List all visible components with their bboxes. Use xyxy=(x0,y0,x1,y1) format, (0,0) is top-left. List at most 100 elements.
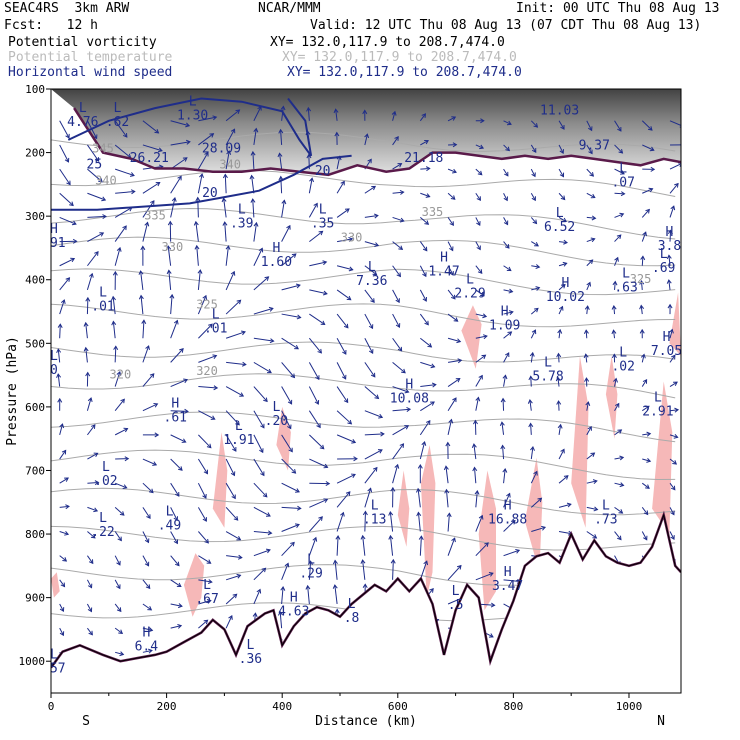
wind-vector-head xyxy=(194,244,200,250)
wind-vector xyxy=(475,334,488,340)
wind-vector-head xyxy=(646,458,652,463)
wind-vector-head xyxy=(418,535,424,540)
wind-vector-shaft xyxy=(614,120,622,132)
wind-vector xyxy=(447,537,456,556)
wind-vector xyxy=(59,168,71,186)
wind-vector-shaft xyxy=(475,542,489,557)
wind-vector-shaft xyxy=(585,330,588,339)
extremum-marker: L.22 xyxy=(91,511,114,540)
wind-vector-head xyxy=(88,630,93,636)
wind-vector xyxy=(555,376,561,387)
wind-vector-shaft xyxy=(558,475,569,484)
wind-vector-head xyxy=(484,542,489,547)
wind-vector-head xyxy=(98,177,103,183)
wind-vector-head xyxy=(169,293,175,299)
extremum-marker: H10.02 xyxy=(546,276,585,305)
wind-vector xyxy=(142,221,150,242)
wind-vector-shaft xyxy=(170,294,173,315)
wind-vector-shaft xyxy=(445,466,449,484)
wind-vector-shaft xyxy=(86,579,92,588)
wind-vector xyxy=(364,185,377,194)
wind-vector-shaft xyxy=(253,361,272,374)
pv-fill-region xyxy=(669,292,681,356)
wind-vector-head xyxy=(528,375,534,381)
wind-vector-shaft xyxy=(225,331,246,339)
wind-vector xyxy=(472,466,478,484)
wind-vector xyxy=(114,246,122,266)
wind-vector-shaft xyxy=(59,627,64,636)
wind-vector-head xyxy=(144,561,150,567)
wind-vector xyxy=(392,425,410,436)
wind-vector-head xyxy=(449,246,454,252)
wind-vector-head xyxy=(425,193,431,198)
wind-vector xyxy=(170,458,183,471)
wind-vector-head xyxy=(476,196,481,202)
wind-vector-shaft xyxy=(170,320,178,339)
wind-vector-head xyxy=(424,320,429,326)
wind-vector xyxy=(614,482,625,488)
wind-vector xyxy=(225,573,242,581)
wind-vector-head xyxy=(508,310,514,316)
wind-vector xyxy=(225,245,231,266)
wind-vector-shaft xyxy=(669,409,679,412)
legend-theta-label: Potential temperature xyxy=(8,50,173,65)
wind-vector-head xyxy=(314,400,320,405)
extremum-type: L xyxy=(660,247,668,262)
wind-vector-shaft xyxy=(558,192,566,200)
wind-vector-head xyxy=(231,494,236,500)
wind-vector-head xyxy=(332,584,338,589)
theta-contour xyxy=(51,411,676,443)
wind-vector-shaft xyxy=(614,168,625,175)
wind-vector xyxy=(641,378,648,387)
wind-vector xyxy=(59,238,78,244)
wind-vector xyxy=(364,265,378,276)
wind-vector xyxy=(471,443,477,460)
wind-vector-head xyxy=(154,128,160,134)
wind-vector-head xyxy=(290,541,295,547)
wind-vector-shaft xyxy=(336,512,344,532)
wind-vector xyxy=(198,555,212,564)
wind-vector xyxy=(250,198,256,218)
wind-vector xyxy=(528,375,534,387)
wind-vector xyxy=(114,555,121,566)
wind-vector-shaft xyxy=(85,322,88,339)
wind-vector xyxy=(531,264,541,270)
wind-vector-head xyxy=(319,444,325,450)
wind-vector xyxy=(59,192,74,207)
wind-vector-head xyxy=(584,305,590,310)
wind-vector-head xyxy=(334,131,340,137)
wind-vector-head xyxy=(374,213,379,219)
wind-vector-shaft xyxy=(503,352,510,363)
extremum-value: 1.09 xyxy=(489,318,520,333)
wind-vector-shaft xyxy=(558,306,563,315)
wind-vector-head xyxy=(673,433,679,439)
wind-vector-shaft xyxy=(281,542,295,557)
wind-vector-head xyxy=(340,511,345,517)
wind-vector-head xyxy=(452,397,457,403)
wind-vector-head xyxy=(210,415,216,420)
wind-vector-head xyxy=(404,425,410,430)
wind-vector xyxy=(308,362,320,381)
wind-vector-shaft xyxy=(142,345,150,363)
extremum-marker: L1.91 xyxy=(223,419,254,448)
wind-vector-shaft xyxy=(392,289,400,303)
wind-vector-head xyxy=(176,582,182,588)
wind-vector-shaft xyxy=(447,378,461,387)
wind-vector xyxy=(530,497,543,508)
wind-vector-shaft xyxy=(364,362,376,378)
wind-vector-head xyxy=(116,584,121,590)
wind-vector xyxy=(614,402,620,411)
wind-vector xyxy=(475,144,485,150)
wind-vector xyxy=(222,173,228,194)
wind-vector-shaft xyxy=(308,203,318,218)
wind-vector-shaft xyxy=(114,482,127,489)
y-tick-label: 400 xyxy=(25,274,45,287)
wind-vector xyxy=(85,371,91,387)
wind-vector-head xyxy=(646,431,652,437)
wind-vector-head xyxy=(344,208,350,213)
wind-vector-shaft xyxy=(226,361,246,366)
wind-vector-shaft xyxy=(308,537,317,556)
wind-vector-shaft xyxy=(334,584,338,605)
wind-vector xyxy=(557,328,563,339)
extremum-marker: L.5 xyxy=(448,584,464,613)
